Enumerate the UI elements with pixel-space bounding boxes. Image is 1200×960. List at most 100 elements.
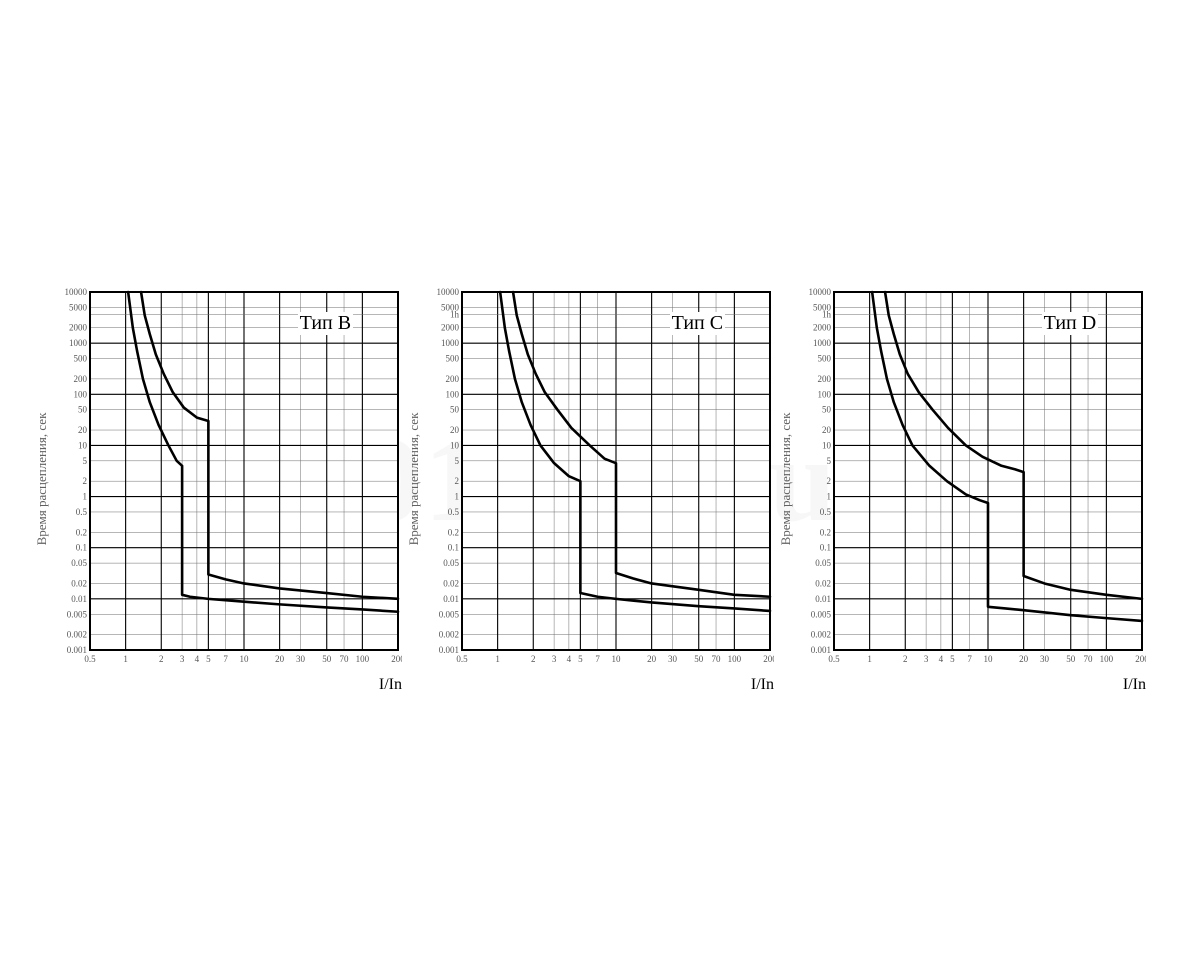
svg-text:4: 4 [939,654,944,664]
svg-text:50: 50 [822,405,832,415]
x-axis-label: I/In [751,676,774,694]
svg-text:7: 7 [595,654,600,664]
x-axis-label: I/In [379,676,402,694]
svg-text:0.1: 0.1 [448,543,459,553]
svg-text:1: 1 [455,492,460,502]
svg-text:0.5: 0.5 [84,654,96,664]
svg-text:0.02: 0.02 [71,578,87,588]
chart-panel: Время расцепления, секI/InТип C1h0.51234… [426,288,774,670]
svg-text:1000: 1000 [69,338,88,348]
svg-text:5000: 5000 [69,302,88,312]
y-axis-label: Время расцепления, сек [778,413,794,546]
svg-text:0.05: 0.05 [815,558,831,568]
svg-text:4: 4 [195,654,200,664]
svg-text:20: 20 [275,654,285,664]
svg-text:5: 5 [83,456,88,466]
svg-text:5: 5 [827,456,832,466]
svg-text:10: 10 [984,654,994,664]
svg-text:500: 500 [446,354,460,364]
svg-text:0.02: 0.02 [815,578,831,588]
svg-text:0.002: 0.002 [811,630,831,640]
chart-svg: 0.512345710203050701002000.0010.0020.005… [54,288,402,670]
y-axis-label: Время расцепления, сек [34,413,50,546]
svg-text:200: 200 [1135,654,1146,664]
svg-text:10000: 10000 [809,288,832,297]
svg-text:100: 100 [1100,654,1114,664]
svg-text:20: 20 [450,425,460,435]
svg-text:10000: 10000 [437,288,460,297]
svg-text:1: 1 [867,654,872,664]
svg-text:0.001: 0.001 [67,645,87,655]
svg-text:2: 2 [827,476,832,486]
svg-text:0.005: 0.005 [811,609,832,619]
svg-text:2: 2 [455,476,460,486]
svg-text:1: 1 [495,654,500,664]
svg-text:30: 30 [668,654,678,664]
svg-text:3: 3 [924,654,929,664]
svg-text:0.5: 0.5 [828,654,840,664]
svg-text:0.2: 0.2 [76,527,87,537]
svg-text:500: 500 [74,354,88,364]
svg-text:200: 200 [391,654,402,664]
svg-text:50: 50 [78,405,88,415]
svg-text:0.002: 0.002 [439,630,459,640]
chart-panel: Время расцепления, секI/InТип D1h0.51234… [798,288,1146,670]
panel-row: Время расцепления, секI/InТип B0.5123457… [54,288,1146,670]
svg-text:1000: 1000 [441,338,460,348]
svg-text:5000: 5000 [813,302,832,312]
svg-text:2: 2 [83,476,88,486]
svg-text:100: 100 [74,389,88,399]
svg-text:0.05: 0.05 [71,558,87,568]
svg-text:5: 5 [206,654,211,664]
svg-text:20: 20 [647,654,657,664]
svg-text:0.01: 0.01 [71,594,87,604]
svg-text:0.1: 0.1 [76,543,87,553]
svg-text:50: 50 [1066,654,1076,664]
svg-text:1000: 1000 [813,338,832,348]
svg-text:1: 1 [123,654,128,664]
svg-text:70: 70 [1084,654,1094,664]
svg-text:10: 10 [450,440,460,450]
svg-text:3: 3 [180,654,185,664]
svg-text:10: 10 [78,440,88,450]
svg-text:50: 50 [694,654,704,664]
svg-text:2000: 2000 [813,323,832,333]
svg-text:200: 200 [763,654,774,664]
svg-text:200: 200 [446,374,460,384]
svg-text:30: 30 [1040,654,1050,664]
svg-text:200: 200 [74,374,88,384]
svg-text:70: 70 [340,654,350,664]
svg-text:1: 1 [827,492,832,502]
svg-text:500: 500 [818,354,832,364]
svg-text:20: 20 [822,425,832,435]
svg-text:2: 2 [531,654,536,664]
svg-text:0.002: 0.002 [67,630,87,640]
svg-text:4: 4 [567,654,572,664]
svg-text:0.01: 0.01 [443,594,459,604]
svg-text:10000: 10000 [65,288,88,297]
svg-text:0.5: 0.5 [76,507,88,517]
svg-text:0.5: 0.5 [448,507,460,517]
svg-text:200: 200 [818,374,832,384]
svg-text:0.05: 0.05 [443,558,459,568]
svg-text:30: 30 [296,654,306,664]
svg-text:100: 100 [818,389,832,399]
svg-text:5: 5 [950,654,955,664]
svg-text:7: 7 [967,654,972,664]
svg-text:0.1: 0.1 [820,543,831,553]
svg-text:0.001: 0.001 [439,645,459,655]
svg-text:5: 5 [578,654,583,664]
svg-text:3: 3 [552,654,557,664]
svg-text:100: 100 [356,654,370,664]
svg-text:20: 20 [1019,654,1028,664]
chart-panel: Время расцепления, секI/InТип B0.5123457… [54,288,402,670]
svg-text:10: 10 [240,654,250,664]
svg-text:2: 2 [903,654,908,664]
svg-text:10: 10 [822,440,832,450]
svg-text:5: 5 [455,456,460,466]
svg-text:0.5: 0.5 [456,654,468,664]
svg-text:0.01: 0.01 [815,594,831,604]
svg-text:10: 10 [612,654,622,664]
svg-text:50: 50 [322,654,332,664]
svg-text:70: 70 [712,654,722,664]
